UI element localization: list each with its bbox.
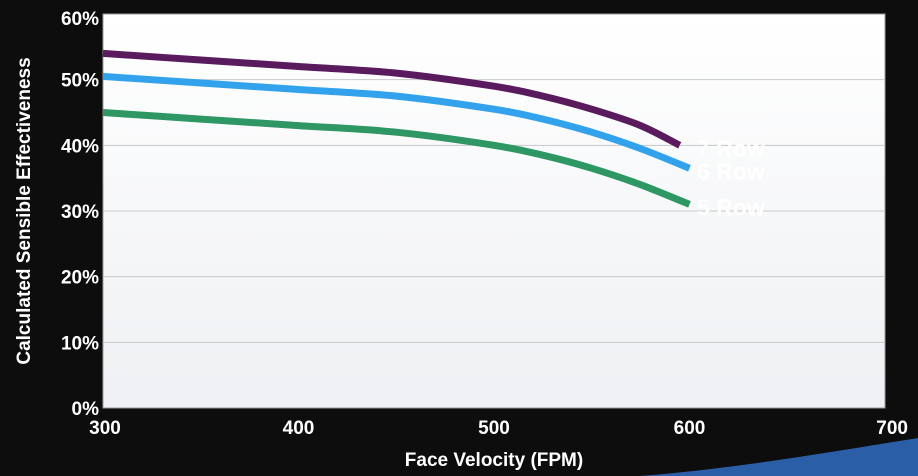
decorative-swoosh (640, 438, 918, 476)
y-tick-label: 60% (61, 9, 99, 30)
x-tick-label: 600 (674, 418, 706, 439)
y-tick-label: 0% (72, 399, 100, 420)
series-label: 5 Row (697, 194, 765, 220)
y-tick-label: 10% (61, 333, 99, 354)
x-tick-label: 400 (283, 418, 315, 439)
series-line-1 (102, 72, 691, 172)
x-tick-labels: 300 400 500 600 700 (89, 418, 908, 439)
y-axis-title: Calculated Sensible Effectiveness (14, 57, 35, 364)
x-tick-label: 500 (478, 418, 510, 439)
series-label: 6 Row (697, 158, 765, 184)
series-line-0 (102, 49, 682, 149)
y-tick-label: 30% (61, 202, 99, 223)
x-axis-title: Face Velocity (FPM) (405, 450, 583, 471)
x-tick-label: 700 (876, 418, 908, 439)
y-tick-labels: 0% 10% 20% 30% 40% 50% 60% (61, 9, 99, 420)
x-tick-label: 300 (89, 418, 121, 439)
series-lines (102, 49, 691, 208)
y-tick-label: 40% (61, 136, 99, 157)
series-line-2 (102, 109, 691, 208)
y-tick-label: 20% (61, 268, 99, 289)
y-tick-label: 50% (61, 71, 99, 92)
gridlines (103, 79, 885, 343)
series-label: 7 Row (697, 135, 765, 161)
